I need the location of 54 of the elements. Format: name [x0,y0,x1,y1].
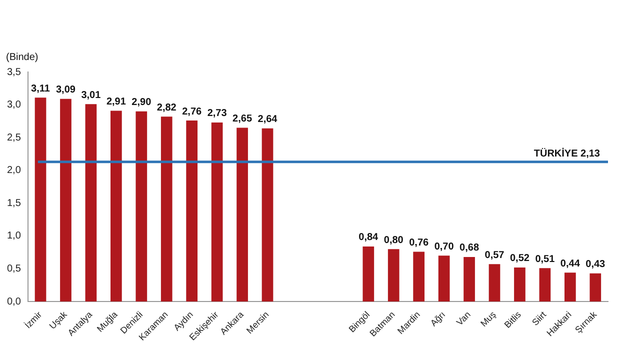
bar [262,128,274,302]
bar [488,264,500,302]
data-label: 0,84 [358,232,379,244]
bar [362,246,374,302]
bar [464,256,475,302]
data-label: 0,70 [434,241,454,252]
bar [514,267,526,302]
data-label: 0,43 [586,259,606,270]
data-label: 0,76 [409,237,430,248]
bar [136,111,148,302]
bar [590,273,602,302]
y-tick-label: 0,5 [6,264,22,274]
data-label: 3,09 [56,84,76,96]
y-tick-label: 2,0 [6,165,22,176]
y-tick-label: 1,0 [6,230,22,242]
x-tick-label: Muş [478,309,498,329]
data-label: 3,11 [31,83,50,94]
bar [388,249,400,302]
data-label: 0,52 [510,253,530,264]
bar [34,98,46,302]
data-label: 2,90 [132,97,152,108]
bar [186,120,198,302]
data-label: 2,65 [232,113,252,124]
data-label: 0,44 [560,258,580,270]
data-label: 3,01 [81,90,102,101]
data-label: 0,80 [384,234,404,246]
data-label: 2,82 [156,102,177,114]
x-tick-label: Siirt [530,309,548,328]
y-tick-label: 2,5 [6,132,22,144]
x-tick-label: Van [454,309,472,328]
bar [564,272,576,302]
bar [438,256,450,302]
y-axis-title: (Binde) [6,52,38,63]
x-tick-label: Ağrı [428,309,448,328]
data-label: 2,64 [258,114,278,126]
data-label: 0,57 [484,250,505,261]
data-label: 2,76 [182,106,202,118]
ref-line-label: TÜRKİYE 2,13 [534,148,600,160]
bar [160,116,172,302]
bar [413,252,425,302]
data-label: 0,68 [460,242,480,254]
bar [85,104,97,302]
bar [211,122,223,302]
y-tick-label: 3,0 [6,100,22,111]
bar [236,128,248,302]
y-tick-label: 3,5 [6,66,22,78]
bar [539,268,551,302]
data-label: 2,91 [106,96,126,108]
data-label: 2,73 [207,108,228,120]
y-tick-label: 0,0 [6,296,22,308]
bar [110,110,122,302]
bar [60,98,72,302]
y-tick-label: 1,5 [6,198,22,209]
data-label: 0,51 [535,254,556,265]
